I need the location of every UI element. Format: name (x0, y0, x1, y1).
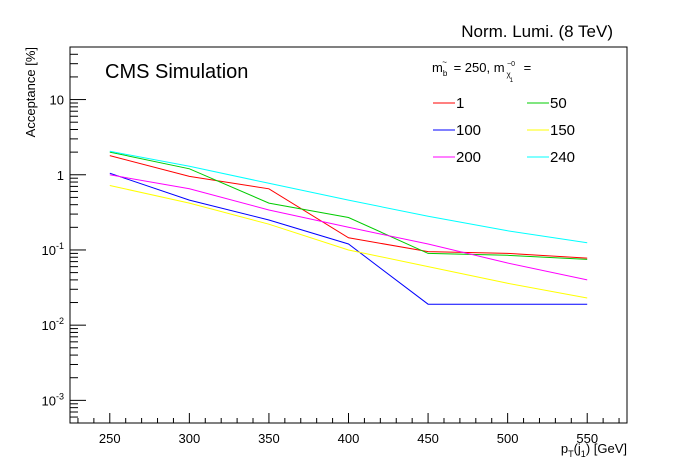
series-line-100 (109, 172, 588, 305)
legend-label-100: 100 (456, 122, 481, 139)
x-axis-label: pT(j1) [GeV] (561, 441, 627, 459)
x-tick-label: 250 (99, 431, 121, 446)
series-line-50 (109, 151, 588, 260)
y-axis-label: Acceptance [%] (23, 47, 38, 137)
series-line-200 (109, 174, 588, 281)
x-tick-label: 350 (258, 431, 280, 446)
series-line-150 (109, 185, 588, 299)
y-tick-label: 10-2 (42, 316, 64, 333)
y-tick-label: 10-3 (42, 391, 64, 408)
series-lines (109, 150, 588, 305)
y-tick-label: 1 (57, 168, 64, 183)
x-tick-label: 500 (497, 431, 519, 446)
x-tick-label: 300 (179, 431, 201, 446)
legend-title: mb~ = 250, m χ1~0 = (432, 58, 531, 84)
legend-label-1: 1 (456, 95, 464, 112)
chart-title: Norm. Lumi. (8 TeV) (461, 22, 613, 41)
legend-label-240: 240 (550, 149, 575, 166)
series-line-240 (109, 150, 588, 244)
x-tick-label: 450 (417, 431, 439, 446)
legend-label-150: 150 (550, 122, 575, 139)
y-tick-label: 10-1 (42, 241, 64, 258)
series-line-1 (109, 155, 588, 259)
axes: 250 300 350 400 450 500 550 10-3 10-2 10-1 1 10 (42, 46, 620, 446)
cms-simulation-label: CMS Simulation (105, 61, 248, 83)
legend-label-50: 50 (550, 95, 567, 112)
y-tick-label: 10 (50, 93, 64, 108)
x-tick-label: 550 (576, 431, 598, 446)
x-tick-label: 400 (338, 431, 360, 446)
legend-label-200: 200 (456, 149, 481, 166)
